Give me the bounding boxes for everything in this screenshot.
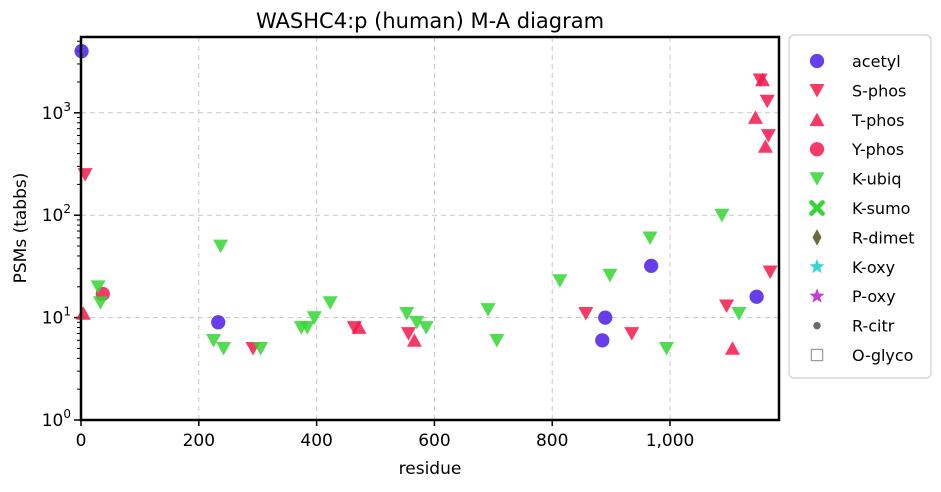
legend-marker: [809, 288, 825, 303]
gridlines: [81, 37, 779, 420]
x-tick-label: 0: [76, 431, 87, 451]
data-point: [351, 320, 367, 334]
data-point: [552, 274, 568, 288]
data-point: [719, 299, 735, 314]
legend-marker: [810, 348, 824, 362]
chart-title: WASHC4:p (human) M-A diagram: [256, 9, 604, 33]
data-point: [418, 321, 434, 335]
data-point: [595, 333, 610, 348]
plot-frame: [79, 35, 781, 422]
data-point: [642, 231, 658, 246]
data-point: [206, 333, 222, 348]
legend-marker: [812, 229, 822, 246]
y-axis-label: PSMs (tabbs): [11, 173, 31, 284]
data-point: [714, 208, 730, 223]
x-tick-label: 800: [536, 431, 568, 451]
legend-label: R-dimet: [852, 228, 915, 247]
data-point: [731, 306, 747, 321]
data-point: [747, 110, 763, 124]
data-point: [399, 306, 415, 321]
legend-label: P-oxy: [852, 287, 896, 306]
data-point: [306, 311, 322, 325]
legend-label: O-glyco: [852, 346, 913, 365]
legend-marker: [809, 112, 825, 127]
axis-ticks: 0 200 400 600 800 1,000 100 101 102 103: [42, 40, 695, 451]
data-point: [216, 342, 232, 356]
data-point: [401, 327, 417, 341]
legend-marker: [813, 321, 821, 330]
data-point: [602, 268, 618, 283]
x-tick-label: 400: [300, 431, 332, 451]
legend-label: R-citr: [852, 317, 895, 336]
data-point: [724, 341, 740, 355]
data-point: [253, 342, 269, 356]
data-point: [480, 303, 496, 317]
legend-label: K-oxy: [852, 258, 895, 277]
x-tick-label: 1,000: [646, 431, 695, 451]
data-point: [658, 342, 674, 356]
data-point: [760, 129, 776, 143]
x-axis-label: residue: [399, 459, 462, 479]
legend-marker: [809, 200, 825, 216]
data-point: [75, 306, 91, 320]
data-point: [299, 321, 315, 335]
legend-marker: [809, 84, 825, 98]
legend-marker: [809, 142, 825, 157]
data-point: [762, 265, 778, 279]
y-tick-label: 103: [42, 100, 71, 124]
data-point: [211, 315, 226, 330]
legend: acetyl S-phos T-phos Y-phos K-ubiq K-sumo R-di…: [788, 34, 932, 379]
data-point: [90, 280, 106, 294]
x-tick-label: 200: [183, 431, 215, 451]
y-tick-label: 101: [42, 305, 71, 329]
legend-label: T-phos: [851, 111, 905, 130]
data-point: [409, 315, 425, 330]
legend-label: Y-phos: [851, 140, 904, 159]
data-points: [74, 44, 778, 356]
legend-label: acetyl: [852, 52, 901, 71]
data-point: [92, 296, 108, 310]
data-point: [644, 258, 659, 274]
data-point: [759, 94, 775, 109]
data-point: [406, 333, 422, 347]
y-tick-label: 100: [42, 407, 71, 431]
legend-box: [788, 34, 932, 379]
data-point: [755, 72, 771, 87]
legend-marker: [809, 53, 825, 69]
data-point: [213, 239, 229, 254]
data-point: [322, 296, 338, 310]
legend-label: K-sumo: [852, 199, 910, 218]
legend-label: S-phos: [852, 81, 906, 100]
data-point: [757, 139, 773, 153]
data-point: [749, 289, 764, 304]
legend-label: K-ubiq: [852, 170, 901, 189]
legend-marker: [809, 172, 825, 186]
x-tick-label: 600: [418, 431, 450, 451]
y-tick-label: 102: [42, 202, 71, 226]
legend-marker: [809, 258, 825, 274]
data-point: [578, 306, 594, 321]
data-point: [489, 333, 505, 348]
data-point: [598, 310, 613, 325]
data-point: [624, 327, 640, 341]
